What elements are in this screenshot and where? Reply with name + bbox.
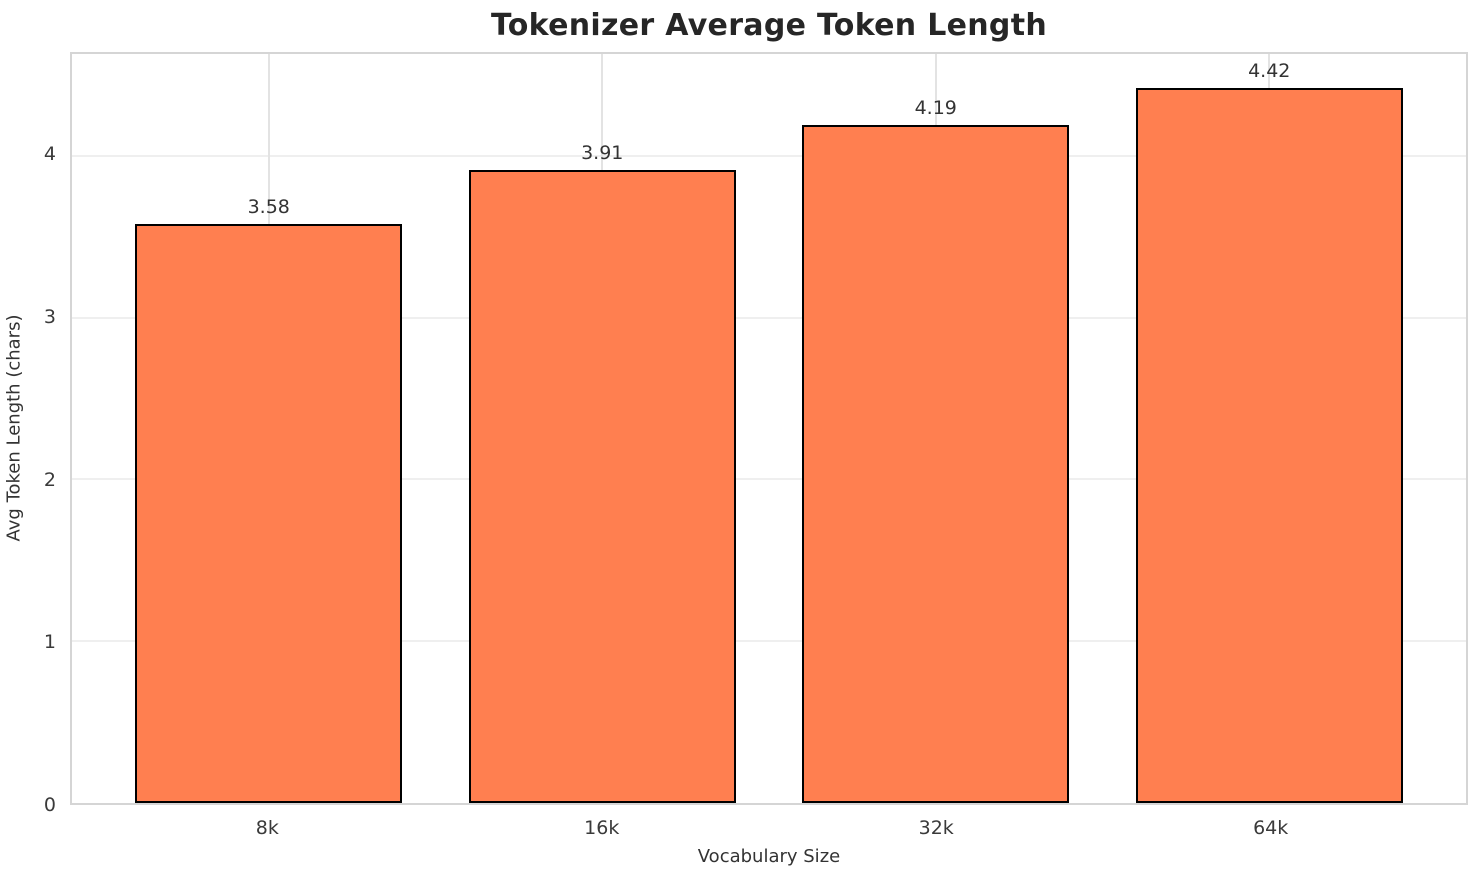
y-gridline	[72, 316, 1466, 319]
y-tick-label: 2	[43, 468, 56, 491]
bar-8k	[135, 223, 403, 803]
x-tick-label: 8k	[255, 817, 279, 839]
bar-value-label: 4.19	[914, 97, 957, 120]
y-axis-label: Avg Token Length (chars)	[3, 314, 25, 542]
bar-16k	[468, 170, 736, 803]
chart-title: Tokenizer Average Token Length	[490, 8, 1047, 43]
y-gridline	[72, 478, 1466, 481]
x-tick-label: 32k	[918, 817, 954, 839]
bar-value-label: 4.42	[1248, 59, 1291, 82]
y-gridline	[72, 154, 1466, 157]
x-tick-label: 64k	[1253, 817, 1289, 839]
y-tick-label: 4	[43, 143, 56, 166]
bar-64k	[1135, 87, 1403, 803]
bar-32k	[802, 125, 1070, 803]
bar-value-label: 3.58	[247, 195, 290, 218]
y-gridline	[72, 640, 1466, 643]
y-tick-label: 1	[43, 631, 56, 654]
x-axis-label: Vocabulary Size	[697, 846, 841, 867]
x-tick-label: 16k	[584, 817, 620, 839]
y-tick-label: 3	[43, 306, 56, 329]
plot-area: 3.58 3.91 4.19 4.42	[70, 52, 1468, 805]
y-tick-label: 0	[43, 794, 56, 816]
bar-value-label: 3.91	[581, 142, 624, 165]
